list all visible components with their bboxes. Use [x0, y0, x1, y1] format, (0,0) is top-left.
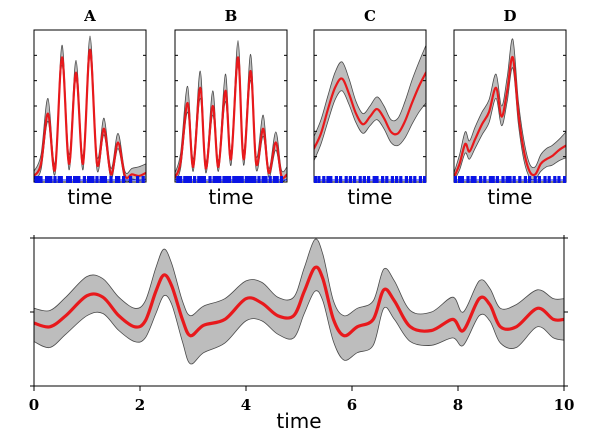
panel-title: D	[503, 7, 516, 25]
rug-marks	[313, 176, 427, 183]
x-tick-label: 10	[554, 396, 575, 414]
band-upper-edge	[454, 38, 566, 173]
band-lower-edge	[454, 67, 566, 181]
rug-marks	[34, 176, 146, 183]
panel-title: C	[364, 7, 376, 25]
x-axis-label: time	[487, 185, 532, 209]
confidence-band	[454, 38, 566, 181]
x-tick-label: 0	[29, 396, 39, 414]
mean-line	[454, 56, 566, 179]
x-axis-label: time	[67, 185, 112, 209]
plot-area	[175, 40, 287, 182]
chart-panel-e: 0 2 4 6 8 10 time	[29, 235, 575, 433]
band-upper-edge	[34, 238, 564, 317]
band-lower-edge	[34, 290, 564, 365]
mean-line	[175, 56, 287, 180]
x-axis-label: time	[208, 185, 253, 209]
x-tick-label: 4	[241, 396, 251, 414]
mean-line	[34, 265, 564, 338]
x-tick-label: 8	[453, 396, 463, 414]
rug-marks	[175, 176, 287, 183]
mean-line	[34, 48, 146, 180]
panel-title: B	[225, 7, 238, 25]
band-upper-edge	[314, 45, 426, 137]
plot-area	[34, 238, 564, 365]
x-axis-label: time	[347, 185, 392, 209]
x-axis-label: time	[276, 409, 321, 433]
plot-area	[34, 35, 146, 182]
panel-title: A	[83, 7, 96, 25]
x-tick-label: 2	[135, 396, 145, 414]
plot-area	[454, 38, 566, 181]
x-tick-label: 6	[347, 396, 357, 414]
confidence-band	[34, 36, 146, 182]
plot-area	[314, 45, 426, 161]
mean-line	[314, 71, 426, 150]
band-lower-edge	[314, 90, 426, 161]
rug-marks	[453, 176, 567, 183]
